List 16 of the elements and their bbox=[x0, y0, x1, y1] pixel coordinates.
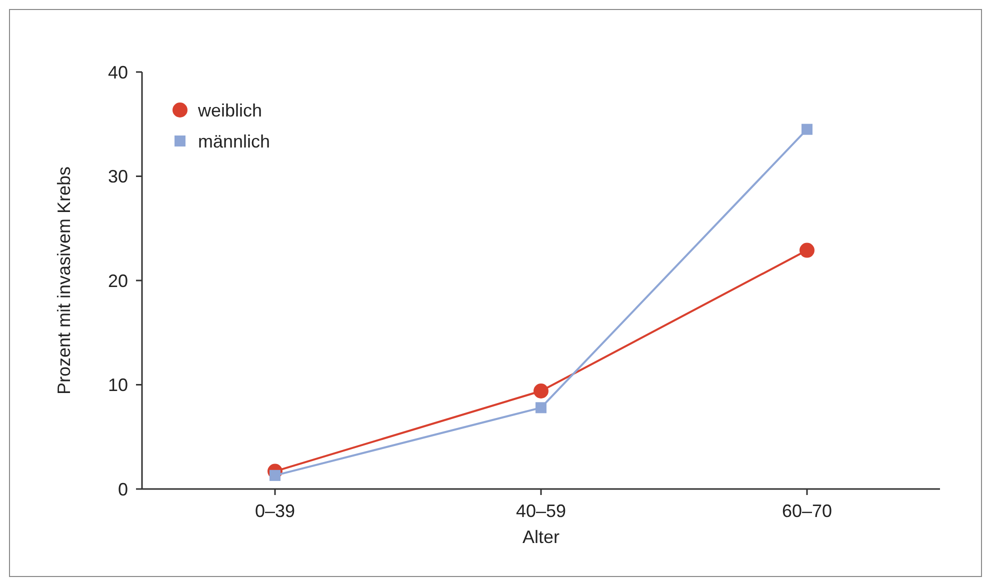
y-tick-label: 30 bbox=[108, 166, 128, 187]
y-tick-label: 10 bbox=[108, 375, 128, 396]
x-tick-label: 60–70 bbox=[782, 501, 832, 521]
point bbox=[536, 402, 546, 414]
y-axis-title: Prozent mit invasivem Krebs bbox=[54, 166, 74, 395]
legend-label: männlich bbox=[198, 131, 270, 152]
y-tick-label: 20 bbox=[108, 270, 128, 291]
y-tick-label: 0 bbox=[118, 479, 128, 500]
point bbox=[534, 384, 548, 399]
x-tick-label: 0–39 bbox=[254, 501, 296, 521]
x-axis-title: Alter bbox=[522, 527, 560, 547]
x-tick-label: 40–59 bbox=[516, 501, 566, 521]
point bbox=[800, 242, 814, 258]
legend-label: weiblich bbox=[197, 100, 262, 120]
y-tick-label: 40 bbox=[108, 62, 128, 82]
point bbox=[802, 124, 812, 135]
